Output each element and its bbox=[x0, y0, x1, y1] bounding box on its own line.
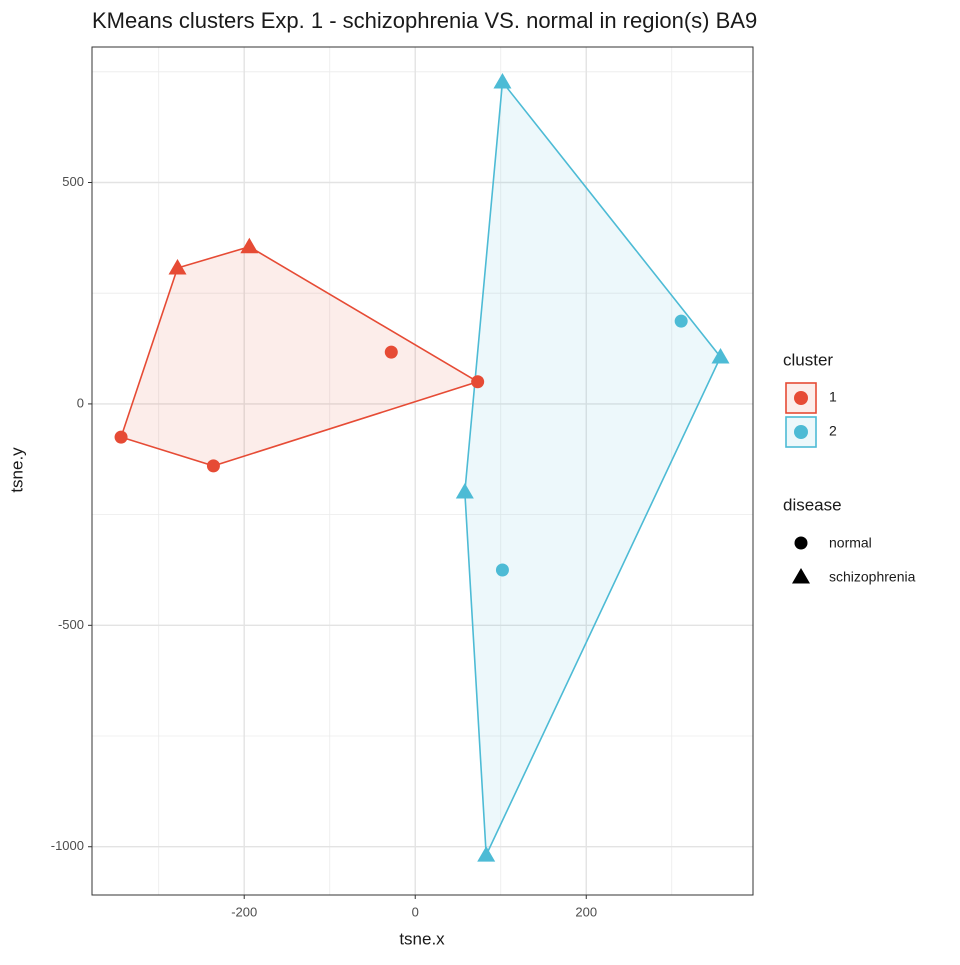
x-tick-label: 0 bbox=[412, 904, 419, 919]
point bbox=[168, 258, 187, 275]
chart-title: KMeans clusters Exp. 1 - schizophrenia V… bbox=[92, 8, 757, 33]
y-tick-label: -500 bbox=[58, 617, 84, 632]
point bbox=[477, 846, 496, 862]
y-axis-label: tsne.y bbox=[7, 447, 26, 493]
legend-shape bbox=[794, 536, 808, 550]
point bbox=[674, 314, 688, 328]
point bbox=[240, 237, 259, 254]
point bbox=[711, 347, 730, 364]
legend-swatch bbox=[794, 391, 808, 405]
x-axis-label: tsne.x bbox=[399, 929, 445, 948]
shape-legend-title: disease bbox=[783, 495, 842, 514]
point bbox=[206, 459, 220, 473]
cluster-hull bbox=[120, 245, 480, 467]
panel-border bbox=[91, 46, 754, 896]
legend-label: normal bbox=[829, 535, 872, 551]
y-tick-label: -1000 bbox=[51, 838, 84, 853]
legend-label: 2 bbox=[829, 423, 837, 439]
point bbox=[114, 430, 128, 444]
x-tick-label: 200 bbox=[575, 904, 597, 919]
point bbox=[493, 72, 512, 89]
point bbox=[384, 345, 398, 359]
y-tick-label: 500 bbox=[62, 174, 84, 189]
point bbox=[471, 375, 485, 389]
legend-title: cluster bbox=[783, 350, 833, 369]
point bbox=[495, 563, 509, 577]
y-tick-label: 0 bbox=[77, 395, 84, 410]
x-tick-label: -200 bbox=[231, 904, 257, 919]
legend-shape bbox=[792, 568, 810, 584]
legend-label: 1 bbox=[829, 389, 837, 405]
point bbox=[455, 483, 474, 499]
legend-swatch bbox=[794, 425, 808, 439]
legend-label: schizophrenia bbox=[829, 569, 916, 585]
